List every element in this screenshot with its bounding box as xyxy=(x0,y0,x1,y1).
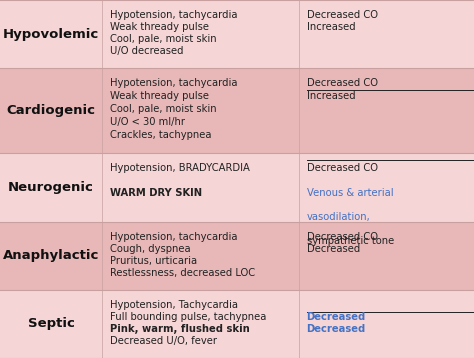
Text: Neurogenic: Neurogenic xyxy=(8,181,94,194)
Text: Hypotension, tachycardia: Hypotension, tachycardia xyxy=(110,232,237,242)
Text: Cough, dyspnea: Cough, dyspnea xyxy=(110,244,191,254)
Text: Decreased CO: Decreased CO xyxy=(307,164,378,173)
Text: vasodilation,: vasodilation, xyxy=(307,212,370,222)
Text: Cool, pale, moist skin: Cool, pale, moist skin xyxy=(110,34,217,44)
Text: Pruritus, urticaria: Pruritus, urticaria xyxy=(110,256,197,266)
Text: U/O < 30 ml/hr: U/O < 30 ml/hr xyxy=(110,117,185,127)
Text: Venous & arterial: Venous & arterial xyxy=(307,188,393,198)
Text: WARM DRY SKIN: WARM DRY SKIN xyxy=(110,188,202,198)
Text: Decreased: Decreased xyxy=(307,324,366,334)
Text: Decreased: Decreased xyxy=(307,312,366,322)
Text: Restlessness, decreased LOC: Restlessness, decreased LOC xyxy=(110,268,255,278)
Bar xyxy=(0,68,474,154)
Text: Full bounding pulse, tachypnea: Full bounding pulse, tachypnea xyxy=(110,312,266,322)
Text: U/O decreased: U/O decreased xyxy=(110,46,183,56)
Text: Crackles, tachypnea: Crackles, tachypnea xyxy=(110,130,211,140)
Text: Hypotension, tachycardia: Hypotension, tachycardia xyxy=(110,78,237,88)
Text: Decreased CO: Decreased CO xyxy=(307,10,378,20)
Text: Decreased: Decreased xyxy=(307,244,360,254)
Text: Increased: Increased xyxy=(307,91,355,101)
Text: Hypotension, Tachycardia: Hypotension, Tachycardia xyxy=(110,300,238,310)
Text: Pink, warm, flushed skin: Pink, warm, flushed skin xyxy=(110,324,250,334)
Text: Hypotension, BRADYCARDIA: Hypotension, BRADYCARDIA xyxy=(110,164,250,173)
Text: Increased: Increased xyxy=(307,22,355,32)
Text: Decreased CO: Decreased CO xyxy=(307,78,378,88)
Bar xyxy=(0,154,474,222)
Text: Cool, pale, moist skin: Cool, pale, moist skin xyxy=(110,104,217,114)
Text: Decreased CO: Decreased CO xyxy=(307,232,378,242)
Text: Hypovolemic: Hypovolemic xyxy=(3,28,99,40)
Text: Septic: Septic xyxy=(27,318,74,330)
Text: Cardiogenic: Cardiogenic xyxy=(7,104,95,117)
Text: sympathetic tone: sympathetic tone xyxy=(307,236,394,246)
Bar xyxy=(0,222,474,290)
Text: Weak thready pulse: Weak thready pulse xyxy=(110,22,209,32)
Bar xyxy=(0,0,474,68)
Text: Anaphylactic: Anaphylactic xyxy=(3,249,99,262)
Text: Decreased U/O, fever: Decreased U/O, fever xyxy=(110,336,217,346)
Bar xyxy=(0,290,474,358)
Text: Hypotension, tachycardia: Hypotension, tachycardia xyxy=(110,10,237,20)
Text: Weak thready pulse: Weak thready pulse xyxy=(110,91,209,101)
